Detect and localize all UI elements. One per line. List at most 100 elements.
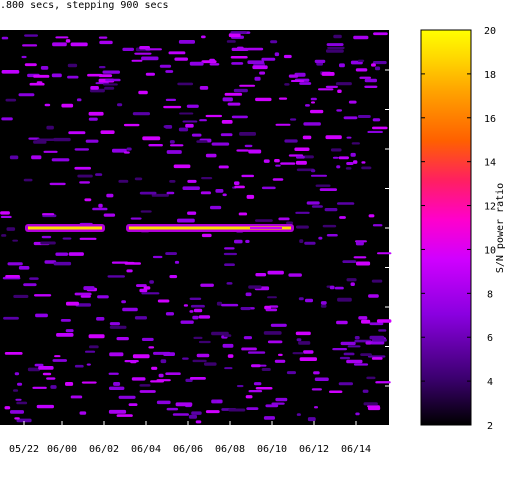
heatmap-cell xyxy=(371,63,376,67)
heatmap-cell xyxy=(145,48,162,51)
heatmap-cell xyxy=(201,177,213,180)
x-tick-label: 06/06 xyxy=(173,444,203,455)
heatmap-cell xyxy=(335,82,352,86)
heatmap-cell xyxy=(367,130,383,133)
heatmap-cell xyxy=(83,286,95,291)
colorbar xyxy=(420,29,472,426)
heatmap-cell xyxy=(296,168,315,172)
signal-line xyxy=(129,226,291,230)
heatmap-cell xyxy=(105,78,121,82)
heatmap-cell xyxy=(296,225,309,229)
colorbar-tick-label: 20 xyxy=(484,26,496,37)
heatmap-cell xyxy=(295,211,310,214)
heatmap-cell xyxy=(305,104,310,107)
heatmap-cell xyxy=(314,406,318,409)
heatmap-cell xyxy=(320,301,327,305)
heatmap-cell xyxy=(123,151,130,154)
heatmap-cell xyxy=(367,405,380,408)
heatmap-cell xyxy=(185,123,194,128)
heatmap-cell xyxy=(361,166,372,170)
heatmap-cell xyxy=(275,397,288,402)
x-tick-label: 06/00 xyxy=(47,444,77,455)
heatmap-cell xyxy=(296,155,305,159)
colorbar-tick-label: 16 xyxy=(484,114,496,125)
heatmap-cell xyxy=(23,178,33,182)
heatmap-cell xyxy=(299,82,312,85)
heatmap-cell xyxy=(51,158,70,162)
heatmap-cell xyxy=(346,162,354,165)
heatmap-cell xyxy=(109,386,125,390)
heatmap-cell xyxy=(355,68,368,72)
heatmap-cell xyxy=(67,63,78,68)
heatmap-cell xyxy=(163,105,182,109)
heatmap-cell xyxy=(340,341,356,346)
heatmap-cell xyxy=(121,300,126,304)
heatmap-cell xyxy=(109,325,127,329)
heatmap-cell xyxy=(134,177,143,181)
heatmap-cell xyxy=(118,395,136,399)
heatmap-cell xyxy=(247,47,264,51)
heatmap-cell xyxy=(142,136,161,141)
heatmap-cell xyxy=(222,193,227,197)
heatmap-cell xyxy=(52,42,67,47)
heatmap-cell xyxy=(65,382,74,386)
heatmap-cell xyxy=(92,207,108,211)
heatmap-cell xyxy=(44,103,51,107)
heatmap-cell xyxy=(288,273,302,277)
heatmap-cell xyxy=(27,367,41,372)
heatmap-cell xyxy=(368,214,375,218)
heatmap-cell xyxy=(298,341,311,345)
heatmap-cell xyxy=(190,304,205,308)
heatmap-cell xyxy=(307,417,316,422)
heatmap-cell xyxy=(303,122,321,126)
heatmap-cell xyxy=(311,388,322,391)
heatmap-cell xyxy=(174,57,188,61)
heatmap-cell xyxy=(158,373,164,378)
heatmap-cell xyxy=(67,75,79,79)
heatmap-cell xyxy=(5,275,20,278)
heatmap-cell xyxy=(371,357,383,360)
heatmap-cell xyxy=(288,74,299,78)
heatmap-cell xyxy=(239,132,256,136)
chart-title: .800 secs, stepping 900 secs xyxy=(0,0,169,11)
heatmap-cell xyxy=(5,98,17,102)
heatmap-cell xyxy=(99,66,106,69)
heatmap-cell xyxy=(263,331,282,335)
heatmap-cell xyxy=(337,297,352,302)
heatmap-cell xyxy=(61,103,74,108)
heatmap-cell xyxy=(215,189,224,193)
heatmap-cell xyxy=(314,377,329,381)
heatmap-cell xyxy=(166,407,179,411)
heatmap-cell xyxy=(346,359,363,364)
heatmap-cell xyxy=(278,97,288,100)
heatmap-cell xyxy=(188,414,197,419)
heatmap-cell xyxy=(65,329,74,333)
heatmap-cell xyxy=(84,198,92,202)
heatmap-cell xyxy=(141,56,159,61)
heatmap-cell xyxy=(209,58,215,63)
heatmap-cell xyxy=(14,417,20,420)
heatmap-cell xyxy=(245,395,253,399)
heatmap-cell xyxy=(364,85,378,88)
heatmap-cell xyxy=(361,319,371,324)
heatmap-cell xyxy=(280,162,296,165)
heatmap-cell xyxy=(375,381,391,384)
heatmap-cell xyxy=(13,389,19,392)
heatmap-cell xyxy=(358,316,368,320)
heatmap-cell xyxy=(62,237,72,240)
heatmap-cell xyxy=(333,34,342,39)
heatmap-cell xyxy=(371,279,383,283)
heatmap-cell xyxy=(224,92,243,96)
heatmap-cell xyxy=(156,400,171,405)
heatmap-cell xyxy=(44,260,57,264)
heatmap-cell xyxy=(116,414,133,417)
heatmap-cell xyxy=(296,338,302,342)
heatmap-cell xyxy=(320,304,327,308)
heatmap-cell xyxy=(244,144,253,148)
heatmap-cell xyxy=(334,286,344,290)
heatmap-cell xyxy=(251,364,261,368)
heatmap-cell xyxy=(52,359,67,362)
heatmap-cell xyxy=(310,97,317,101)
heatmap-cell xyxy=(211,142,230,146)
heatmap-cell xyxy=(178,127,189,132)
